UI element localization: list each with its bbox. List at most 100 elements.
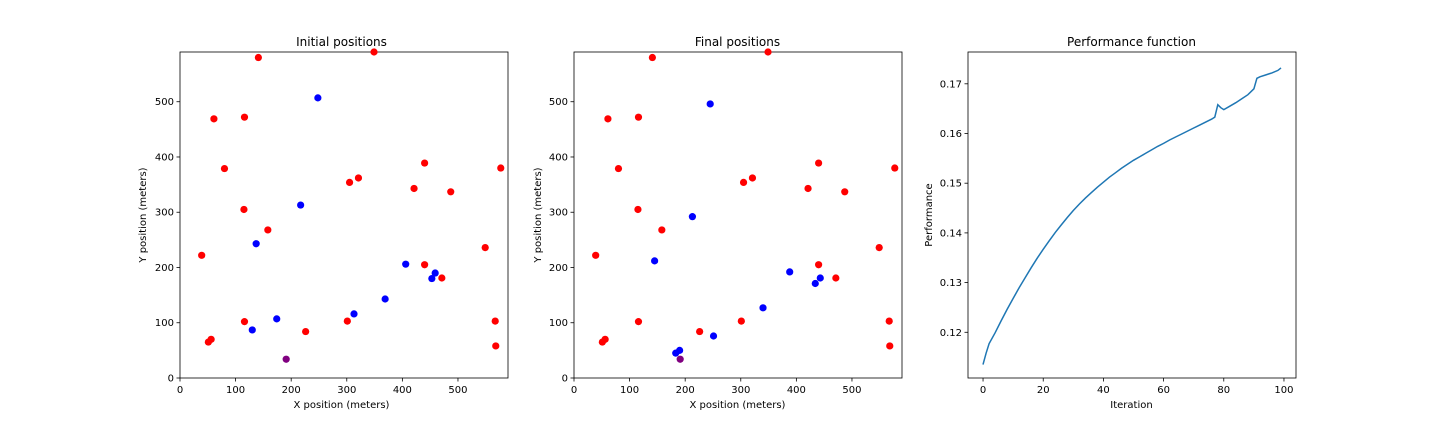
data-point-red [815, 159, 823, 167]
y-tick-label: 0.16 [940, 129, 962, 140]
x-tick-label: 100 [620, 385, 639, 396]
x-tick-label: 500 [842, 385, 861, 396]
data-point-red [491, 317, 499, 325]
data-point-red [804, 184, 812, 193]
data-point-red [604, 115, 612, 123]
data-point-blue [381, 295, 389, 303]
data-point-red [492, 342, 500, 350]
tick-group: 0 20 40 60 80 100 0.12 0.13 0.14 0.15 0.16 0.17 [940, 79, 1294, 396]
data-point-red [886, 342, 894, 350]
data-point-red [421, 261, 429, 269]
x-tick-label: 0 [571, 385, 577, 396]
y-tick-label: 0.14 [940, 228, 962, 239]
x-tick-label: 200 [676, 385, 695, 396]
data-point-red [204, 338, 212, 346]
data-point-red [634, 205, 642, 214]
y-tick-label: 0 [562, 374, 568, 385]
data-point-red [614, 164, 623, 173]
data-point-purple [676, 355, 684, 363]
data-point-blue [709, 332, 718, 340]
x-tick-label: 300 [337, 385, 356, 396]
data-point-red [210, 115, 218, 123]
data-point-red [343, 317, 351, 325]
y-tick-label: 0 [168, 374, 174, 385]
data-point-red [240, 205, 248, 214]
y-tick-label: 300 [155, 208, 174, 219]
data-point-purple [282, 355, 290, 363]
data-point-blue [706, 100, 714, 108]
x-axis-label: X position (meters) [294, 400, 390, 411]
y-tick-label: 0.12 [940, 328, 962, 339]
mark-group [592, 48, 899, 363]
data-point-blue [688, 213, 697, 221]
y-tick-label: 500 [155, 97, 174, 108]
plot-frame [573, 51, 903, 379]
data-point-blue [297, 201, 305, 209]
chart-title: Performance function [1067, 35, 1196, 49]
data-point-blue [816, 274, 824, 282]
data-point-blue [402, 260, 410, 268]
data-point-blue [759, 304, 767, 312]
data-point-red [447, 188, 455, 196]
panel-performance-function: Performance function 0 20 40 60 80 100 0.12 0.1… [924, 35, 1297, 411]
data-point-red [345, 178, 354, 186]
data-point-red [410, 184, 418, 193]
x-tick-label: 300 [731, 385, 750, 396]
data-point-red [875, 244, 883, 252]
y-tick-label: 0.13 [940, 278, 962, 289]
chart-title: Initial positions [296, 35, 387, 49]
data-point-red [198, 251, 206, 259]
y-tick-label: 100 [155, 318, 174, 329]
data-point-blue [428, 274, 436, 283]
tick-group: 0 100 200 300 400 500 0 100 200 300 400 500 [549, 97, 862, 396]
data-point-blue [431, 269, 439, 277]
data-point-red [370, 48, 378, 56]
data-point-red [481, 244, 489, 252]
x-tick-label: 100 [1274, 385, 1293, 396]
x-tick-label: 400 [393, 385, 412, 396]
y-tick-label: 400 [155, 152, 174, 163]
y-tick-label: 500 [549, 97, 568, 108]
performance-line [982, 67, 1282, 365]
x-tick-label: 0 [980, 385, 986, 396]
y-tick-label: 300 [549, 208, 568, 219]
data-point-blue [651, 257, 659, 265]
data-point-red [737, 317, 745, 325]
x-axis-label: X position (meters) [690, 400, 786, 411]
data-point-red [648, 53, 656, 62]
data-point-red [764, 48, 772, 56]
x-tick-label: 400 [787, 385, 806, 396]
data-point-red [658, 226, 666, 234]
y-tick-label: 200 [155, 263, 174, 274]
plot-frame [967, 51, 1297, 379]
chart-title: Final positions [695, 35, 780, 49]
panel-initial-positions: Initial positions 0 100 200 300 400 500 0 100 20… [138, 35, 509, 411]
data-point-red [832, 274, 840, 282]
data-point-red [421, 159, 429, 167]
tick-group: 0 100 200 300 400 500 0 100 200 300 400 500 [155, 97, 468, 396]
x-tick-label: 0 [177, 385, 183, 396]
data-point-red [815, 261, 823, 269]
data-point-red [254, 53, 262, 62]
panel-final-positions: Final positions 0 100 200 300 400 500 0 100 200 3… [533, 35, 903, 411]
data-point-red [598, 338, 606, 346]
y-tick-label: 200 [549, 263, 568, 274]
data-point-red [696, 327, 704, 336]
data-point-red [634, 113, 643, 121]
x-axis-label: Iteration [1110, 400, 1152, 411]
x-tick-label: 80 [1217, 385, 1230, 396]
data-point-red [264, 226, 272, 234]
data-point-blue [314, 94, 322, 102]
data-point-blue [811, 279, 819, 288]
data-point-blue [252, 240, 260, 248]
data-point-red [497, 164, 505, 172]
x-tick-label: 200 [282, 385, 301, 396]
x-tick-label: 100 [226, 385, 245, 396]
data-point-red [354, 174, 363, 182]
data-point-red [634, 318, 643, 326]
data-point-red [748, 174, 757, 182]
data-point-blue [350, 310, 358, 318]
y-tick-label: 100 [549, 318, 568, 329]
data-point-red [240, 318, 249, 326]
data-point-blue [248, 326, 256, 334]
